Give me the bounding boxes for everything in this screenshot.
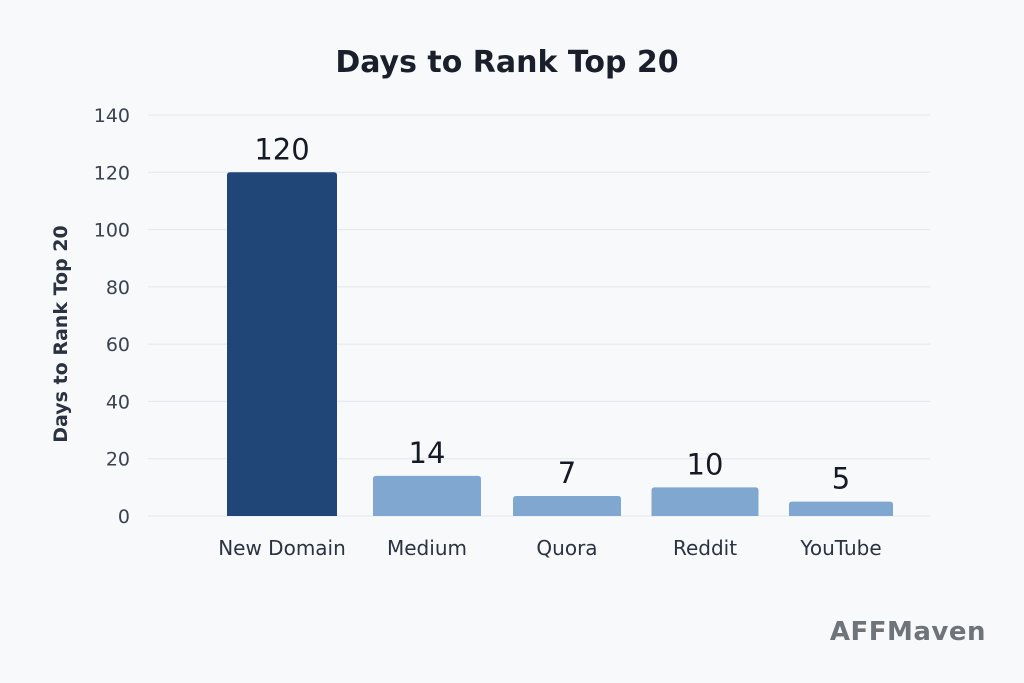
y-tick-label: 0 [118, 506, 130, 528]
x-tick-label: Reddit [673, 536, 737, 560]
x-axis-ticks: New Domain Medium Quora Reddit YouTube [218, 536, 881, 560]
y-tick-label: 100 [94, 220, 130, 242]
y-tick-label: 140 [94, 105, 130, 127]
chart-title: Days to Rank Top 20 [335, 45, 678, 80]
bar-reddit [651, 487, 759, 516]
y-tick-label: 20 [106, 449, 130, 471]
x-tick-label: New Domain [218, 536, 346, 560]
bar-medium [373, 475, 481, 516]
bar-youtube [789, 501, 893, 516]
bars [227, 172, 893, 517]
y-axis-ticks: 0 20 40 60 80 100 120 140 [94, 105, 130, 528]
y-tick-label: 40 [106, 391, 130, 413]
y-tick-label: 80 [106, 277, 130, 299]
x-tick-label: Medium [387, 536, 467, 560]
y-axis-label: Days to Rank Top 20 [50, 225, 72, 442]
bar-quora [513, 495, 621, 516]
watermark-logo: AFFMaven [829, 617, 986, 647]
bar-new-domain [227, 172, 337, 517]
data-label: 10 [687, 447, 724, 481]
data-label: 14 [409, 436, 446, 470]
data-label: 120 [254, 132, 309, 166]
x-tick-label: YouTube [799, 536, 881, 560]
y-tick-label: 120 [94, 162, 130, 184]
data-label: 7 [558, 456, 576, 490]
data-label: 5 [832, 462, 850, 496]
data-labels: 120 14 7 10 5 [254, 132, 850, 495]
y-tick-label: 60 [106, 334, 130, 356]
x-tick-label: Quora [536, 536, 597, 560]
